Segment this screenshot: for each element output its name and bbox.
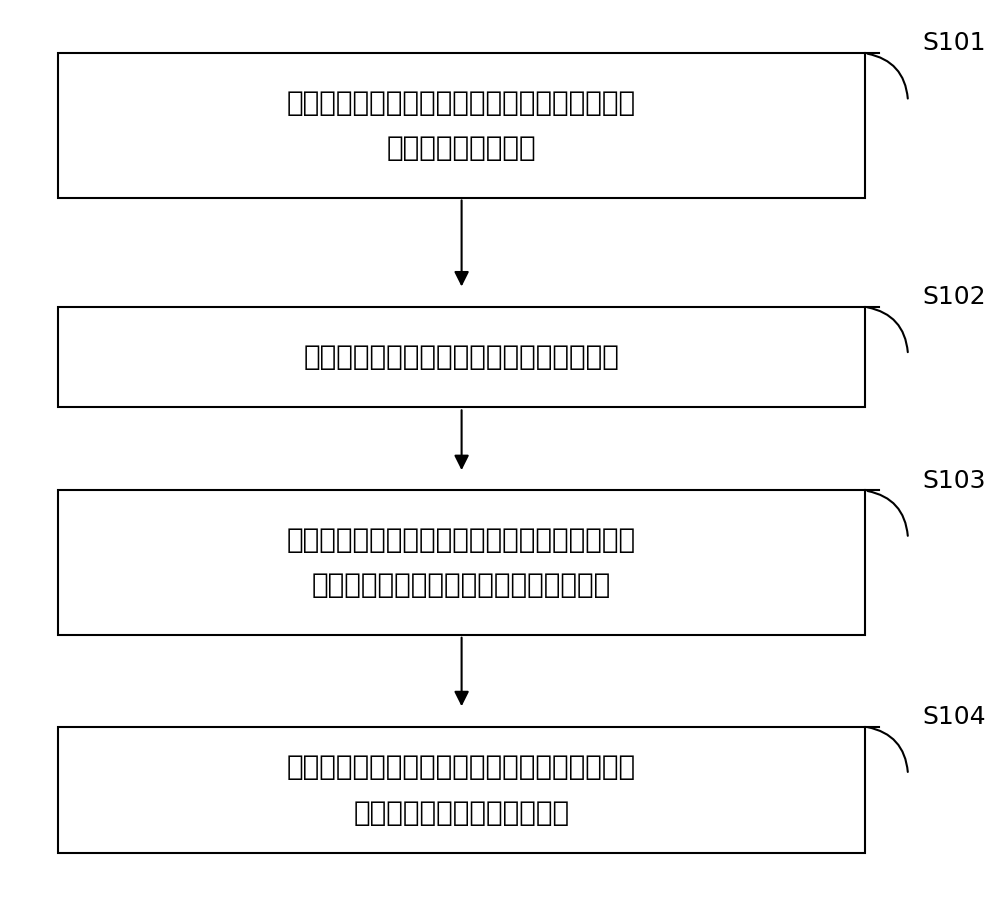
Text: 根据所述当前距离和所述当前摆动角度，确定所
述风扇摆头当前需要达到的轴向旋转角度: 根据所述当前距离和所述当前摆动角度，确定所 述风扇摆头当前需要达到的轴向旋转角度: [287, 526, 636, 599]
Text: S103: S103: [922, 468, 986, 493]
Text: S104: S104: [922, 705, 986, 729]
Bar: [58, 307, 865, 407]
Text: 确定所述风扇与需送风用户之间的当前距离: 确定所述风扇与需送风用户之间的当前距离: [304, 343, 620, 371]
Text: 当所述可摆动支撑杆摇摆时，获取所述可摆动支
撑杆的当前摆动角度: 当所述可摆动支撑杆摇摆时，获取所述可摆动支 撑杆的当前摆动角度: [287, 88, 636, 162]
Text: 控制所述风扇摆头根据所述轴向旋转角度进行旋
转，以向所述需送风用户送风: 控制所述风扇摆头根据所述轴向旋转角度进行旋 转，以向所述需送风用户送风: [287, 753, 636, 827]
Bar: [58, 53, 865, 198]
Bar: [58, 727, 865, 854]
Bar: [58, 490, 865, 635]
Text: S101: S101: [922, 31, 986, 56]
Text: S102: S102: [922, 285, 986, 309]
